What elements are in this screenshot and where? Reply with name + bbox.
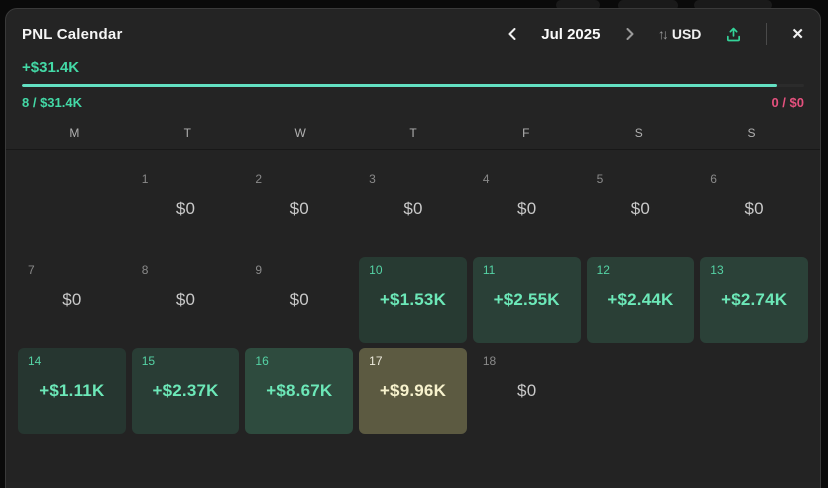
day-pnl-value: +$1.53K (379, 290, 447, 309)
day-number: 12 (596, 263, 610, 277)
calendar-day-cell[interactable]: 4 $0 (473, 166, 581, 252)
close-icon: ✕ (791, 26, 804, 43)
calendar-day-cell[interactable]: 16 +$8.67K (245, 348, 354, 434)
modal-header: PNL Calendar Jul 2025 ↑↓ USD (6, 9, 820, 57)
calendar-day-cell[interactable]: 3 $0 (359, 166, 467, 252)
calendar-day-cell[interactable]: 12 +$2.44K (586, 257, 695, 343)
day-pnl-value: $0 (289, 199, 309, 218)
calendar-day-cell[interactable]: 10 +$1.53K (359, 257, 467, 343)
calendar-day-cell[interactable]: 14 +$1.11K (18, 348, 126, 434)
next-month-button[interactable] (626, 28, 634, 40)
close-button[interactable]: ✕ (791, 25, 804, 43)
day-number: 17 (369, 354, 383, 368)
win-loss-stats: 8 / $31.4K 0 / $0 (22, 94, 804, 111)
day-pnl-value: +$2.44K (607, 290, 674, 309)
win-bar-fill (22, 84, 778, 87)
chevron-left-icon (508, 28, 516, 40)
modal-title: PNL Calendar (22, 25, 123, 43)
losses-stat: 0 / $0 (771, 95, 804, 110)
day-number: 2 (255, 172, 263, 186)
day-pnl-value: $0 (175, 290, 196, 309)
sort-arrows-icon: ↑↓ (657, 26, 669, 42)
day-pnl-value: +$2.37K (152, 381, 219, 400)
day-pnl-value: +$9.96K (379, 381, 447, 400)
day-number: 15 (141, 354, 156, 368)
day-number: 4 (482, 172, 490, 186)
calendar-empty-cell (587, 348, 695, 434)
toolbar-divider (766, 23, 768, 45)
day-number: 5 (596, 172, 604, 186)
calendar-day-cell[interactable]: 1 $0 (132, 166, 240, 252)
calendar-day-cell[interactable]: 6 $0 (700, 166, 808, 252)
day-pnl-value: +$2.55K (493, 290, 560, 309)
background-content (618, 0, 678, 11)
win-loss-bar (22, 84, 804, 87)
background-content (556, 0, 600, 10)
weekday-label: S (634, 125, 643, 140)
upload-icon (727, 27, 741, 41)
weekday-label: T (409, 125, 417, 140)
calendar-day-cell[interactable]: 9 $0 (245, 257, 353, 343)
day-number: 18 (482, 354, 497, 368)
day-pnl-value: $0 (630, 199, 651, 218)
calendar-day-cell[interactable]: 7 $0 (18, 257, 126, 343)
calendar-day-cell[interactable]: 18 $0 (473, 348, 581, 434)
prev-month-button[interactable] (508, 28, 516, 40)
weekday-label: F (522, 125, 530, 140)
day-pnl-value: $0 (62, 290, 82, 309)
day-number: 3 (369, 172, 376, 186)
day-pnl-value: $0 (517, 381, 537, 400)
day-number: 7 (28, 263, 35, 277)
day-pnl-value: $0 (744, 199, 764, 218)
calendar-day-cell[interactable]: 8 $0 (132, 257, 240, 343)
currency-sort-button[interactable]: ↑↓ USD (658, 26, 702, 42)
day-number: 8 (141, 263, 149, 277)
day-number: 10 (369, 263, 383, 277)
day-pnl-value: +$2.74K (721, 290, 788, 309)
calendar-day-cell[interactable]: 5 $0 (587, 166, 695, 252)
weekday-header: M T W T F S S (6, 116, 820, 150)
calendar-empty-cell (18, 166, 126, 252)
day-number: 11 (482, 263, 496, 277)
calendar-day-cell[interactable]: 15 +$2.37K (131, 348, 240, 434)
currency-label: USD (671, 26, 702, 42)
day-number: 6 (710, 172, 717, 186)
calendar-day-cell[interactable]: 17 +$9.96K (359, 348, 467, 434)
weekday-label: T (183, 125, 191, 140)
day-pnl-value: $0 (289, 290, 309, 309)
wins-stat: 8 / $31.4K (22, 95, 82, 110)
day-number: 14 (28, 354, 42, 368)
pnl-summary: +$31.4K 8 / $31.4K 0 / $0 (6, 59, 820, 111)
calendar-day-cell[interactable]: 2 $0 (245, 166, 353, 252)
day-number: 9 (255, 263, 263, 277)
day-number: 16 (255, 354, 269, 368)
weekday-label: M (69, 125, 80, 140)
day-pnl-value: $0 (403, 199, 423, 218)
chevron-right-icon (626, 28, 634, 40)
calendar-day-cell[interactable]: 11 +$2.55K (472, 257, 581, 343)
background-content (694, 0, 772, 10)
header-toolbar: Jul 2025 ↑↓ USD ✕ (508, 23, 804, 45)
day-number: 13 (710, 263, 724, 277)
weekday-label: W (294, 125, 306, 140)
calendar-day-cell[interactable]: 13 +$2.74K (700, 257, 808, 343)
day-number: 1 (141, 172, 149, 186)
weekday-label: S (747, 125, 756, 140)
month-navigation: Jul 2025 (508, 26, 634, 43)
total-pnl-value: +$31.4K (22, 59, 80, 76)
day-pnl-value: +$1.11K (39, 381, 105, 400)
pnl-calendar-modal: PNL Calendar Jul 2025 ↑↓ USD (5, 8, 821, 488)
calendar-empty-cell (700, 348, 808, 434)
month-label: Jul 2025 (541, 25, 601, 43)
day-pnl-value: +$8.67K (266, 381, 333, 400)
export-button[interactable] (725, 26, 742, 43)
calendar-grid: 1 $0 2 $0 3 $0 4 $0 5 $0 6 $0 7 $0 8 $0 9 $0 10 +$1.53K 11 +$… (6, 150, 820, 482)
day-pnl-value: $0 (175, 199, 196, 218)
day-pnl-value: $0 (517, 199, 537, 218)
